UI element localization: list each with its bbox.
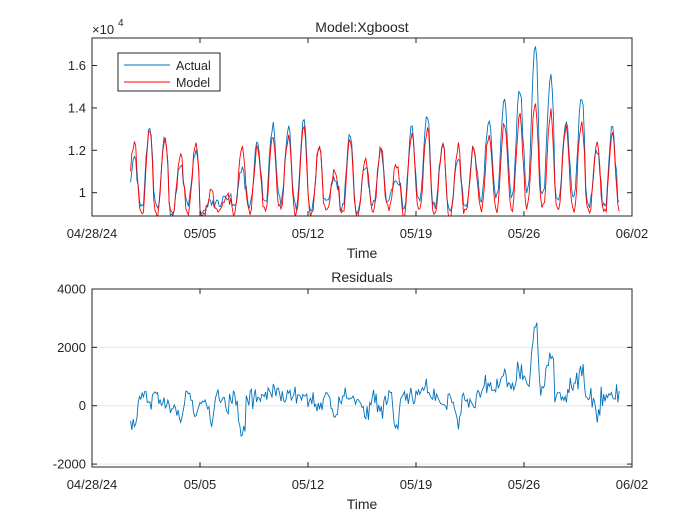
- x-tick-label: 05/12: [292, 477, 325, 492]
- x-tick-label: 04/28/24: [67, 477, 118, 492]
- y-tick-label: 4000: [57, 282, 86, 297]
- top-chart-title: Model:Xgboost: [315, 19, 409, 35]
- bottom-chart-title: Residuals: [331, 269, 392, 285]
- x-tick-label: 04/28/24: [67, 226, 118, 241]
- x-tick-label: 05/12: [292, 226, 325, 241]
- legend-actual-label: Actual: [176, 59, 211, 73]
- x-tick-label: 05/05: [184, 477, 217, 492]
- bottom-plot-area: [92, 289, 632, 467]
- y-tick-label: 1.6: [68, 58, 86, 73]
- bottom-x-axis-label: Time: [347, 496, 378, 512]
- top-x-axis-label: Time: [347, 245, 378, 261]
- y-tick-label: 1.2: [68, 143, 86, 158]
- x-tick-label: 05/19: [400, 477, 433, 492]
- legend-model-label: Model: [176, 76, 210, 90]
- y-tick-label: 2000: [57, 340, 86, 355]
- x-tick-label: 05/26: [508, 226, 541, 241]
- x-tick-label: 05/05: [184, 226, 217, 241]
- top-y-exponent-power: 4: [118, 18, 124, 29]
- x-tick-label: 05/19: [400, 226, 433, 241]
- y-tick-label: -2000: [53, 457, 86, 472]
- bottom-plot-frame: [91, 288, 633, 468]
- top-plot-frame: [91, 37, 633, 217]
- top-y-exponent-base: ×10: [92, 22, 114, 37]
- y-tick-label: 1: [79, 185, 86, 200]
- top-plot: 04/28/24 05/05 05/12 05/19 05/26 06/02 1 1.2 1.4…: [67, 18, 649, 261]
- top-legend: Actual Model: [117, 52, 221, 92]
- top-y-exponent: ×10 4: [92, 18, 124, 37]
- x-tick-label: 05/26: [508, 477, 541, 492]
- model-series-line: [130, 103, 620, 216]
- bottom-plot: 04/28/24 05/05 05/12 05/19 05/26 06/02 -2000 0 2…: [53, 269, 649, 512]
- residuals-series-line: [130, 322, 620, 438]
- top-legend-box: [117, 52, 221, 92]
- y-tick-label: 1.4: [68, 100, 86, 115]
- y-tick-label: 0: [79, 398, 86, 413]
- x-tick-label: 06/02: [616, 477, 649, 492]
- x-tick-label: 06/02: [616, 226, 649, 241]
